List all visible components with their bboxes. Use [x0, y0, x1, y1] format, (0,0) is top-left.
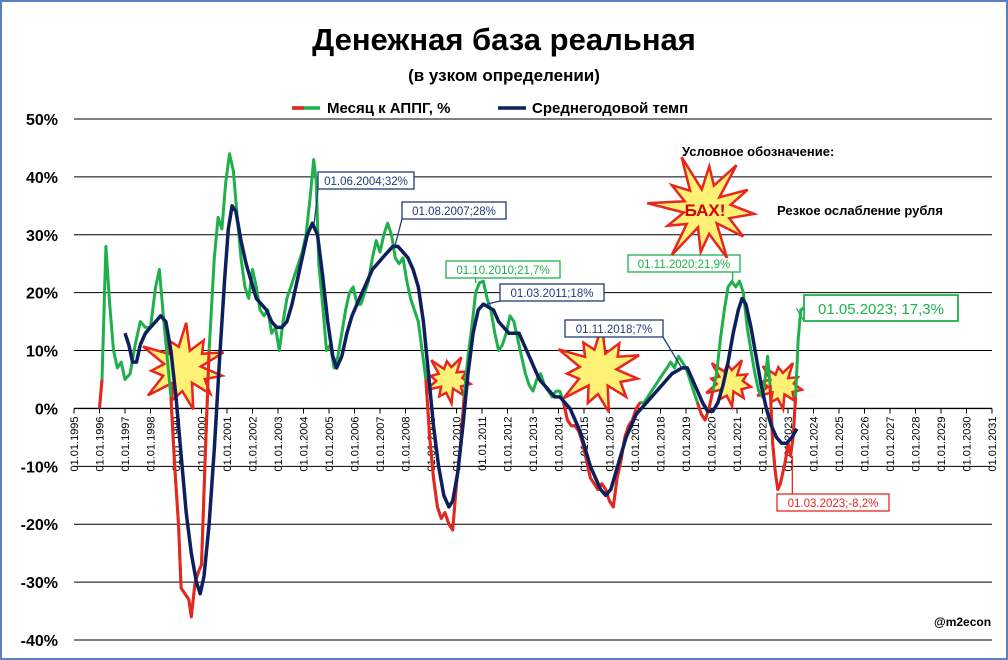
annotation-leader	[313, 188, 319, 224]
x-tick-label: 01.01.1995	[69, 416, 81, 471]
legend-note-heading: Условное обозначение:	[682, 144, 834, 159]
annotations: 01.06.2004;32% 01.08.2007;28% 01.10.2010;2…	[313, 171, 959, 512]
x-tick-label: 01.01.2007	[375, 416, 387, 471]
x-axis: 01.01.1995 01.01.1996 01.01.1997 01.01.1998…	[69, 408, 999, 472]
x-tick-label: 01.01.2014	[554, 416, 566, 471]
annotation-label: 01.03.2011;18%	[511, 288, 594, 300]
x-tick-label: 01.01.2011	[477, 416, 489, 470]
x-tick-label: 01.01.2025	[834, 416, 846, 471]
legend-note-description: Резкое ослабление рубля	[777, 203, 943, 218]
x-tick-label: 01.01.1998	[146, 416, 158, 471]
x-tick-label: 01.01.2027	[885, 416, 897, 471]
annotation-label: 01.10.2010;21,7%	[456, 265, 549, 277]
x-tick-label: 01.01.2030	[962, 416, 974, 471]
series-line-month-negative	[562, 401, 642, 509]
annotation-label: 01.11.2020;21,9%	[638, 259, 731, 271]
series-lines	[98, 152, 810, 619]
x-tick-label: 01.01.2026	[860, 416, 872, 471]
annotation-label: 01.05.2023; 17,3%	[818, 301, 944, 318]
x-tick-label: 01.01.2018	[656, 416, 668, 471]
x-tick-label: 01.01.2020	[707, 416, 719, 471]
series-line-month-negative	[696, 390, 715, 422]
x-tick-label: 01.01.2013	[528, 416, 540, 471]
annotation-leader	[394, 218, 403, 247]
legend: Месяц к АППГ, % Среднегодовой темп	[292, 100, 688, 117]
series-line-month-negative	[169, 350, 211, 619]
legend-burst-label: БАХ!	[685, 201, 726, 220]
y-tick-label: -30%	[21, 575, 58, 592]
y-axis: 50% 40% 30% 20% 10% 0% -10% -20% -30% -40%	[21, 112, 58, 650]
y-tick-label: -40%	[21, 633, 58, 650]
annotation-leader	[486, 300, 501, 305]
x-tick-label: 01.01.2008	[401, 416, 413, 471]
x-tick-label: 01.01.2029	[936, 416, 948, 471]
x-tick-label: 01.01.1996	[95, 416, 107, 471]
x-tick-label: 01.01.2005	[324, 416, 336, 471]
x-tick-label: 01.01.2006	[350, 416, 362, 471]
annotation-label: 01.03.2023;-8,2%	[788, 498, 879, 510]
y-tick-label: 40%	[26, 170, 58, 187]
bursts	[142, 322, 805, 414]
legend-label-average: Среднегодовой темп	[532, 100, 688, 117]
currency-shock-burst	[557, 325, 642, 413]
x-tick-label: 01.01.2022	[758, 416, 770, 471]
y-tick-label: 10%	[26, 344, 58, 361]
legend-burst-icon	[646, 156, 759, 259]
chart-title: Денежная база реальная	[312, 22, 696, 57]
currency-shock-burst	[424, 356, 474, 408]
x-tick-label: 01.01.2001	[222, 416, 234, 471]
y-tick-label: -10%	[21, 459, 58, 476]
annotation-box	[401, 201, 507, 220]
grid	[74, 118, 992, 641]
x-tick-label: 01.01.2017	[630, 416, 642, 471]
annotation-label: 01.06.2004;32%	[324, 176, 408, 188]
y-tick-label: 30%	[26, 228, 58, 245]
annotation-box	[776, 493, 890, 512]
y-tick-label: -20%	[21, 517, 58, 534]
x-tick-label: 01.01.2028	[911, 416, 923, 471]
y-tick-label: 20%	[26, 286, 58, 303]
annotation-box	[317, 171, 415, 190]
annotation-leader	[795, 307, 805, 322]
annotation-box	[564, 319, 664, 338]
annotation-leader	[662, 336, 683, 369]
annotation-box	[803, 294, 959, 322]
y-tick-label: 50%	[26, 112, 58, 129]
series-line-month-negative	[98, 379, 104, 409]
x-tick-label: 01.01.2002	[248, 416, 260, 471]
x-tick-label: 01.01.1997	[120, 416, 132, 471]
x-tick-label: 01.01.2004	[299, 416, 311, 471]
annotation-box	[499, 283, 605, 302]
annotation-label: 01.08.2007;28%	[412, 206, 496, 218]
x-tick-label: 01.01.2016	[605, 416, 617, 471]
chart-subtitle: (в узком определении)	[408, 66, 600, 85]
legend-label-month: Месяц к АППГ, %	[327, 100, 450, 117]
series-line-month-negative	[768, 385, 798, 491]
annotation-label: 01.11.2018;7%	[576, 324, 653, 336]
watermark: @m2econ	[934, 615, 991, 629]
series-line-average	[123, 204, 799, 596]
currency-shock-burst	[142, 322, 227, 410]
x-tick-label: 01.01.2024	[809, 416, 821, 471]
x-tick-label: 01.01.2003	[273, 416, 285, 471]
x-tick-label: 01.01.2012	[503, 416, 515, 471]
legend-note: Условное обозначение: БАХ! Резкое ослабл…	[646, 144, 943, 259]
x-tick-label: 01.01.2021	[732, 416, 744, 471]
annotation-box	[627, 254, 741, 273]
x-tick-label: 01.01.2031	[987, 416, 999, 471]
y-tick-label: 0%	[35, 401, 58, 418]
annotation-box	[445, 260, 561, 279]
x-tick-label: 01.01.2019	[681, 416, 693, 471]
